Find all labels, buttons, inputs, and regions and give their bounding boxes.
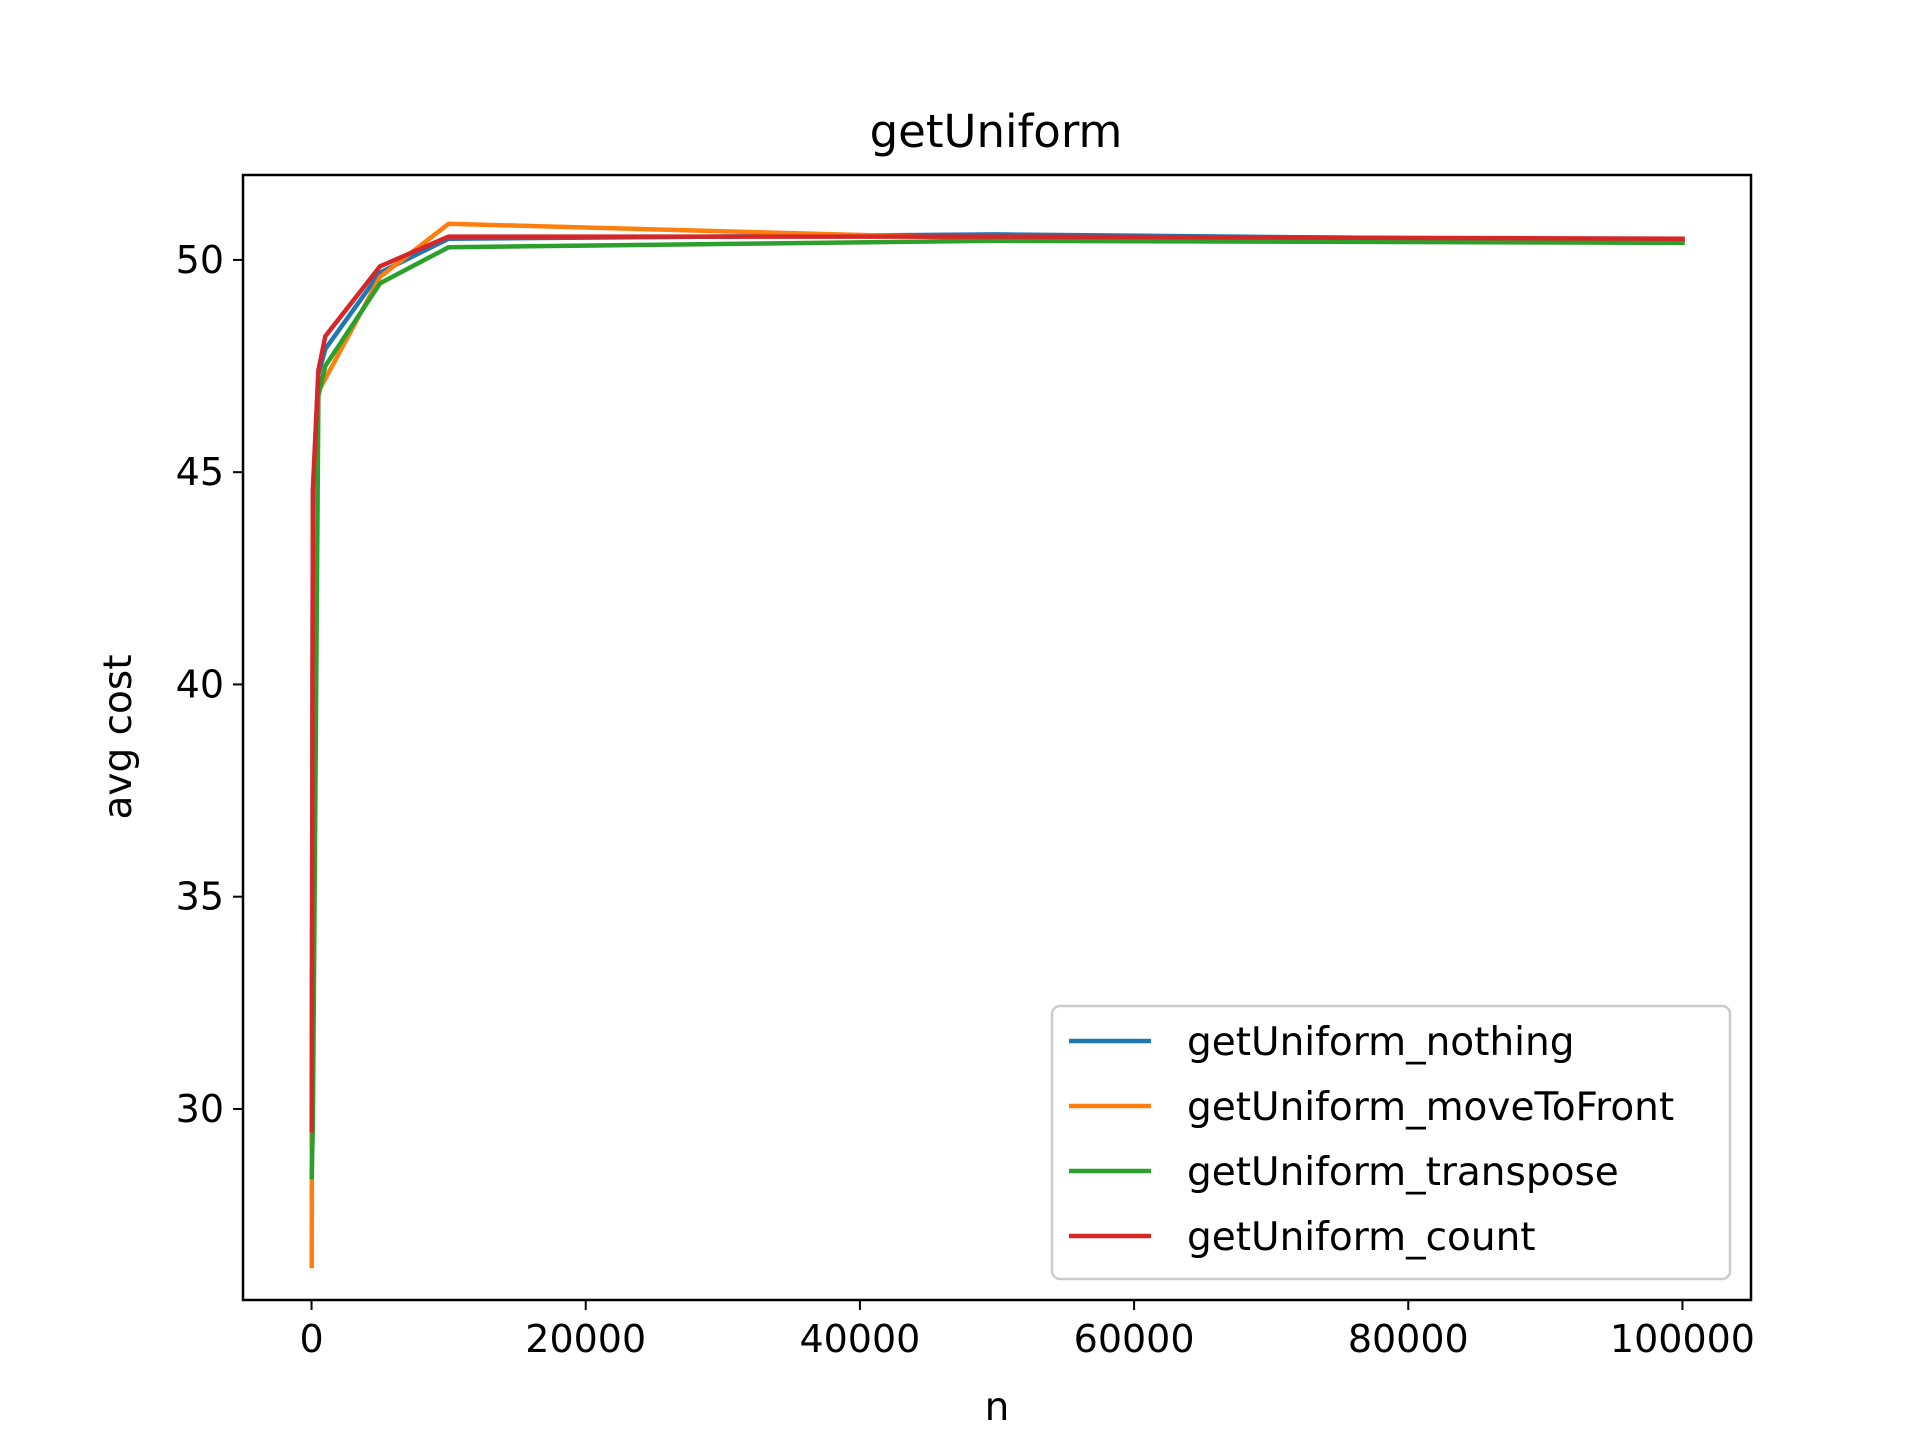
y-tick-label: 35 — [176, 875, 224, 919]
legend-item: getUniform_transpose — [1069, 1150, 1619, 1195]
x-tick-label: 100000 — [1610, 1317, 1755, 1361]
legend-label: getUniform_moveToFront — [1187, 1085, 1674, 1130]
legend-item: getUniform_nothing — [1069, 1020, 1574, 1065]
series-lines — [309, 221, 1685, 1269]
series-line-getUniform_count — [309, 234, 1685, 1133]
legend-label: getUniform_nothing — [1187, 1020, 1574, 1065]
legend: getUniform_nothing getUniform_moveToFront… — [1050, 1004, 1732, 1281]
x-tick-label: 80000 — [1348, 1317, 1469, 1361]
x-tick-label: 20000 — [525, 1317, 646, 1361]
x-axis-ticks: 0 20000 40000 60000 80000 100000 — [299, 1300, 1755, 1361]
y-tick-label: 30 — [176, 1087, 224, 1131]
legend-item: getUniform_count — [1069, 1215, 1536, 1260]
legend-label: getUniform_count — [1187, 1215, 1536, 1260]
legend-item: getUniform_moveToFront — [1069, 1085, 1674, 1130]
legend-box — [1050, 1004, 1732, 1281]
x-axis-label: n — [985, 1385, 1010, 1430]
y-tick-label: 40 — [176, 662, 224, 706]
x-tick-label: 40000 — [799, 1317, 920, 1361]
y-axis-label: avg cost — [96, 654, 141, 819]
chart-title: getUniform — [870, 105, 1123, 158]
y-tick-label: 50 — [176, 238, 224, 282]
plot-area-frame — [241, 173, 1753, 1302]
legend-label: getUniform_transpose — [1187, 1150, 1619, 1195]
legend-items: getUniform_nothing getUniform_moveToFront… — [1069, 1020, 1674, 1260]
x-tick-label: 60000 — [1074, 1317, 1195, 1361]
y-tick-label: 45 — [176, 450, 224, 494]
x-tick-label: 0 — [299, 1317, 323, 1361]
y-axis-ticks: 30 35 40 45 50 — [176, 238, 243, 1131]
